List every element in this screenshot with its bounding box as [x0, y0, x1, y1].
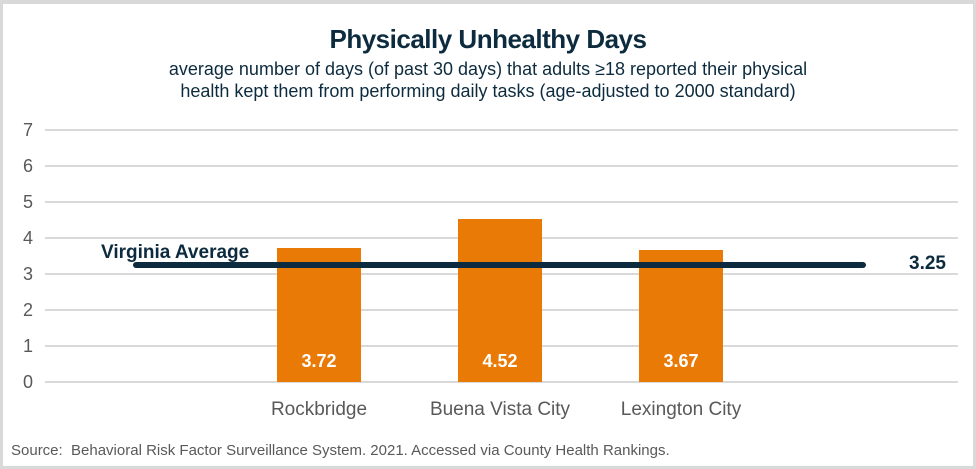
source-text: Source: Behavioral Risk Factor Surveilla…	[11, 442, 670, 459]
bar-buena-vista-city	[458, 219, 542, 382]
y-axis-tick-label: 2	[22, 300, 33, 320]
category-label: Rockbridge	[270, 399, 368, 420]
gridline	[45, 201, 958, 203]
gridline	[45, 381, 958, 383]
y-axis-tick-label: 1	[22, 336, 33, 356]
y-axis-tick-label: 3	[22, 264, 33, 284]
virginia-average-label: Virginia Average	[101, 242, 250, 263]
virginia-average-reference-line	[133, 262, 866, 268]
y-axis-tick-label: 5	[22, 192, 33, 212]
y-axis-tick-label: 7	[22, 120, 33, 140]
chart-subtitle: average number of days (of past 30 days)…	[3, 58, 973, 102]
bar-value-label: 4.52	[482, 351, 518, 371]
category-label: Lexington City	[620, 399, 742, 420]
gridline	[45, 129, 958, 131]
chart-subtitle-line2: health kept them from performing daily t…	[180, 81, 796, 101]
chart-subtitle-line1: average number of days (of past 30 days)…	[168, 59, 808, 79]
chart-title: Physically Unhealthy Days	[329, 24, 647, 54]
category-label: Buena Vista City	[429, 399, 571, 420]
y-axis-tick-label: 0	[22, 372, 33, 392]
bar-value-label: 3.72	[301, 351, 337, 371]
y-axis-tick-label: 4	[22, 228, 33, 248]
virginia-average-value: 3.25	[909, 253, 946, 274]
bar-lexington-city	[639, 249, 723, 382]
y-axis-tick-label: 6	[22, 156, 33, 176]
bar-rockbridge	[277, 248, 361, 382]
gridline	[45, 165, 958, 167]
bar-value-label: 3.67	[663, 351, 699, 371]
